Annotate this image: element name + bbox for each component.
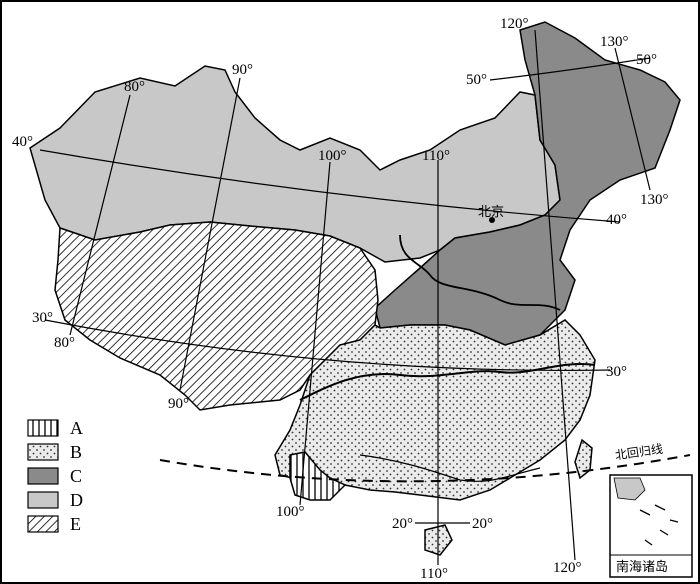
lon120-top: 120° <box>500 16 529 32</box>
legend-swatch-C <box>27 467 59 485</box>
inset-title: 南海诸岛 <box>616 559 668 575</box>
lon80-top: 80° <box>124 79 145 95</box>
legend-label-A: A <box>70 418 83 438</box>
lat50-right: 50° <box>636 52 657 68</box>
lat50-left: 50° <box>466 72 487 88</box>
legend-label-C: C <box>70 466 82 486</box>
beijing-label: 北京 <box>478 205 504 220</box>
lat20-right: 20° <box>472 516 493 532</box>
lat40-left: 40° <box>12 134 33 150</box>
beijing-dot <box>489 217 495 223</box>
pearl-river <box>359 454 541 482</box>
lon90-bottom: 90° <box>168 396 189 412</box>
region-B <box>274 319 596 501</box>
lon80-bottom: 80° <box>54 335 75 351</box>
yellow-river <box>399 234 561 311</box>
meridian-90 <box>179 77 241 391</box>
legend-swatch-E <box>27 515 59 533</box>
lat30-left: 30° <box>32 310 53 326</box>
parallel-30 <box>44 319 611 372</box>
lat40-right: 40° <box>606 212 627 228</box>
lon100-top: 100° <box>318 148 347 164</box>
tropic-of-cancer-line <box>159 454 691 483</box>
legend-label-D: D <box>70 490 83 510</box>
parallel-50 <box>489 57 651 81</box>
parallel-40 <box>39 149 621 223</box>
legend-swatch-D <box>27 491 59 509</box>
meridian-80 <box>69 94 131 336</box>
tropic-label: 北回归线 <box>614 442 663 463</box>
lat20-left: 20° <box>392 516 413 532</box>
lon120-bottom: 120° <box>553 560 582 576</box>
legend-swatch-A <box>27 419 59 437</box>
legend-swatch-B <box>27 443 59 461</box>
taiwan-island <box>574 438 593 480</box>
lon130-top: 130° <box>600 34 629 50</box>
lat30-right: 30° <box>606 364 627 380</box>
legend-label-B: B <box>70 442 82 462</box>
legend-label-E: E <box>70 514 81 534</box>
meridian-130 <box>614 47 651 191</box>
meridian-100 <box>299 161 331 506</box>
meridian-120 <box>534 29 576 561</box>
lon110-top: 110° <box>422 148 450 164</box>
yangtze-river <box>299 363 596 401</box>
south-china-sea-inset: 南海诸岛 <box>609 474 693 578</box>
lon100-bottom: 100° <box>276 504 305 520</box>
lon110-bottom: 110° <box>420 566 448 582</box>
lon90-top: 90° <box>232 62 253 78</box>
graticule <box>39 29 651 565</box>
lon130-bottom: 130° <box>640 192 669 208</box>
